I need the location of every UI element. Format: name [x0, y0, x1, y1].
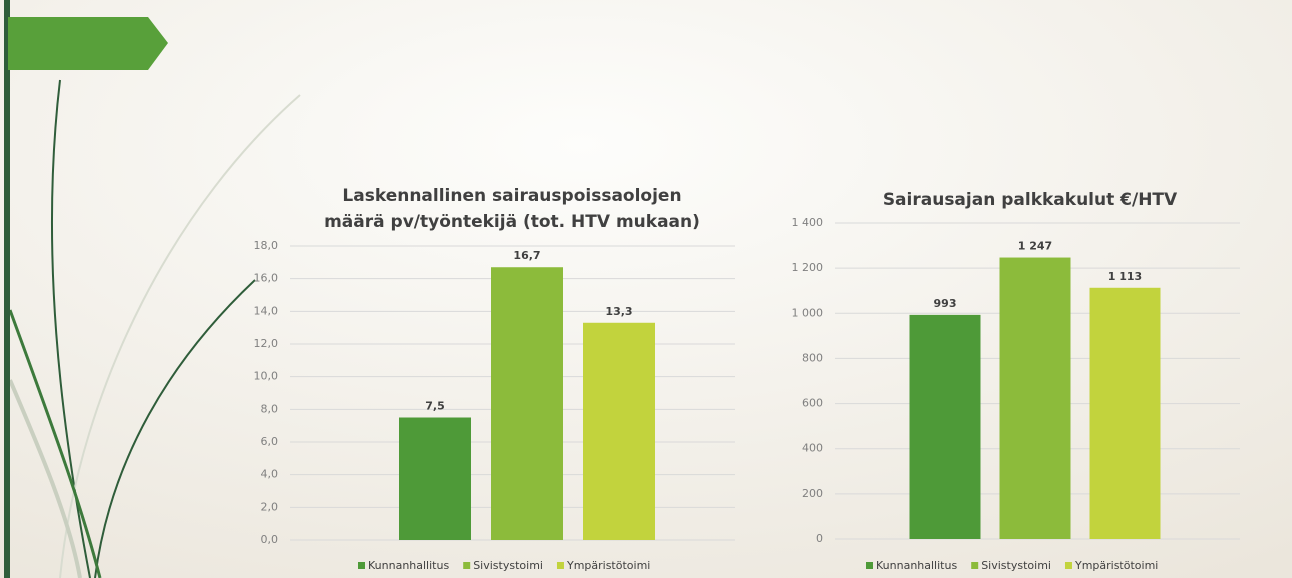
bar [491, 267, 563, 540]
data-label: 13,3 [605, 305, 632, 318]
legend-swatch [971, 562, 979, 569]
data-label: 16,7 [513, 249, 540, 262]
y-tick-label: 4,0 [261, 468, 279, 481]
legend-label: Sivistystoimi [473, 559, 543, 572]
legend-label: Ympäristötoimi [1074, 559, 1158, 572]
y-tick-label: 16,0 [254, 272, 279, 285]
y-tick-label: 1 000 [792, 306, 824, 319]
y-tick-label: 12,0 [254, 337, 279, 350]
bar [399, 417, 471, 540]
y-tick-label: 400 [802, 442, 823, 455]
bar [999, 257, 1071, 539]
legend-swatch [358, 562, 365, 569]
legend-swatch [463, 562, 471, 569]
y-tick-label: 800 [802, 351, 823, 364]
y-tick-label: 200 [802, 487, 823, 500]
y-tick-label: 1 400 [792, 216, 824, 229]
y-tick-label: 8,0 [261, 402, 279, 415]
legend-label: Ympäristötoimi [566, 559, 650, 572]
y-tick-label: 1 200 [792, 261, 824, 274]
bar [909, 314, 981, 539]
arrow-banner [8, 17, 168, 70]
chart-title: määrä pv/työntekijä (tot. HTV mukaan) [324, 212, 700, 232]
y-tick-label: 14,0 [254, 304, 279, 317]
legend-swatch [556, 562, 564, 569]
y-tick-label: 10,0 [254, 370, 279, 383]
chart-title: Sairausajan palkkakulut €/HTV [883, 190, 1178, 210]
y-tick-label: 2,0 [261, 500, 279, 513]
left-bar [4, 0, 10, 578]
bar [583, 322, 655, 540]
grass-decoration [8, 79, 301, 578]
bar [1089, 287, 1161, 539]
legend-swatch [1064, 562, 1072, 569]
y-tick-label: 600 [802, 397, 823, 410]
data-label: 993 [934, 297, 957, 310]
y-tick-label: 0 [816, 532, 823, 545]
data-label: 1 247 [1018, 240, 1052, 253]
data-label: 1 113 [1108, 270, 1142, 283]
y-tick-label: 18,0 [254, 239, 279, 252]
y-tick-label: 0,0 [261, 533, 279, 546]
legend-label: Sivistystoimi [981, 559, 1051, 572]
legend-swatch [866, 562, 873, 569]
chart-title: Laskennallinen sairauspoissaolojen [342, 186, 681, 206]
y-tick-label: 6,0 [261, 435, 279, 448]
legend-label: Kunnanhallitus [876, 559, 957, 572]
data-label: 7,5 [425, 400, 445, 413]
legend-label: Kunnanhallitus [368, 559, 449, 572]
